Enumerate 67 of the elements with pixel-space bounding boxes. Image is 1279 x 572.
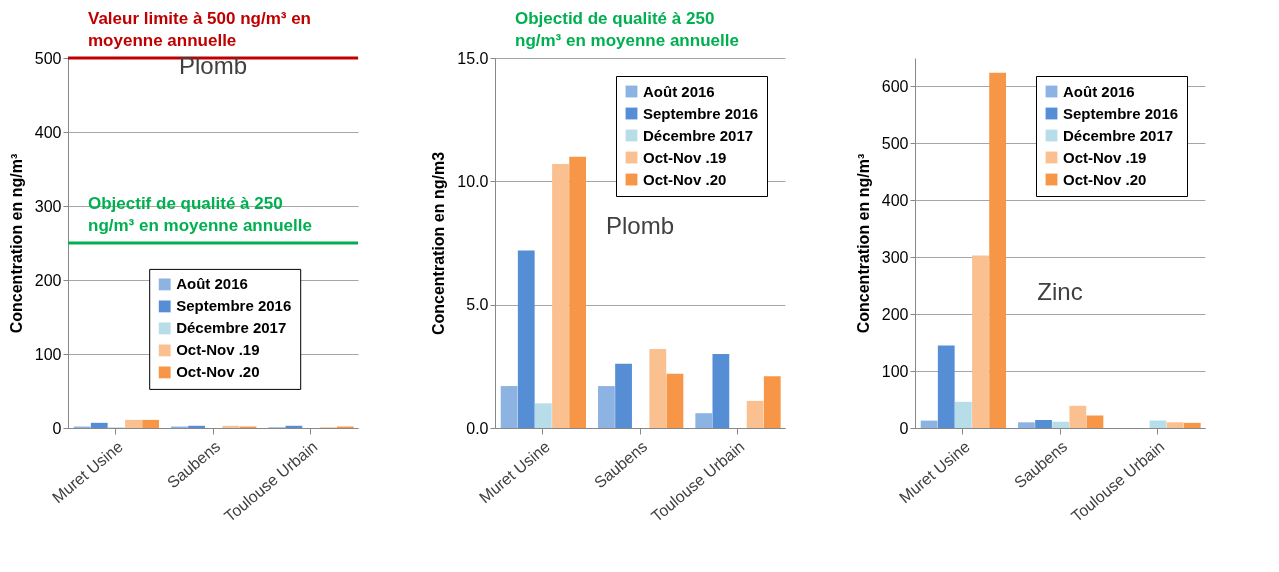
bar [1149,420,1167,428]
y-tick-label: 100 [881,362,909,380]
y-tick-label: 0 [52,419,62,437]
y-tick-label: 200 [881,305,909,323]
y-tick-label: 0 [899,419,909,437]
bar [695,413,713,428]
legend-label: Septembre 2016 [643,104,759,122]
bar [517,250,535,428]
bar [937,345,955,428]
bar [569,156,587,428]
y-tick-label: 300 [881,248,909,266]
y-tick-label: 10.0 [457,172,489,190]
legend-label: Oct-Nov .19 [643,148,727,166]
y-tick-label: 100 [34,345,62,363]
legend-label: Septembre 2016 [1063,104,1179,122]
y-tick-label: 200 [34,271,62,289]
bar [763,376,781,428]
legend-label: Décembre 2017 [1063,126,1174,144]
bar [1018,422,1035,428]
bar [712,354,730,428]
bar [500,386,518,428]
legend-label: Oct-Nov .19 [176,341,260,359]
bar [552,164,569,428]
legend-label: Décembre 2017 [176,319,287,337]
bar [649,349,667,428]
ref-line-label: Objectif de qualité à 250 ng/m³ en moyenne annuelle [88,194,312,235]
legend-label: Décembre 2017 [643,126,754,144]
y-tick-label: 500 [34,49,62,67]
legend-label: Août 2016 [176,275,248,293]
legend-label: Août 2016 [1063,82,1135,100]
y-tick-label: 400 [881,191,909,209]
bar [972,255,989,428]
bar [1069,405,1087,428]
y-tick-label: 300 [34,197,62,215]
y-tick-label: 5.0 [466,296,489,314]
bar [598,386,615,428]
y-axis-title: Concentration en ng/m³ [7,153,25,334]
bar [1166,422,1184,428]
bar [1035,420,1052,428]
legend-label: Oct-Nov .20 [1063,170,1147,188]
bar [534,403,552,428]
y-tick-label: 600 [881,77,909,95]
text: Objectid de qualité à 250 ng/m³ en moyenne annuelle [515,9,739,50]
y-axis-title: Concentration en ng/m³ [854,153,872,334]
legend-label: Août 2016 [643,82,715,100]
y-tick-label: 400 [34,123,62,141]
y-axis-title: Concentration en ng/m3 [430,151,448,336]
chart-title: Plomb [178,52,248,80]
legend-label: Oct-Nov .19 [1063,148,1147,166]
text: Zinc [1037,278,1083,305]
bar [615,363,632,428]
bar [1183,422,1201,428]
ref-line-label: Valeur limite à 500 ng/m³ en moyenne annuelle [88,9,311,50]
bar [666,373,684,428]
bar [1086,415,1104,428]
legend-label: Oct-Nov .20 [643,170,727,188]
legend-label: Septembre 2016 [176,297,292,315]
bar [920,420,938,428]
bar [1052,421,1070,428]
y-tick-label: 15.0 [457,49,489,67]
bar [989,72,1007,428]
bar [746,400,764,428]
y-tick-label: 0.0 [466,419,489,437]
y-tick-label: 500 [881,134,909,152]
text: Plomb [605,211,675,239]
legend-label: Oct-Nov .20 [176,363,260,381]
bar [954,401,972,428]
